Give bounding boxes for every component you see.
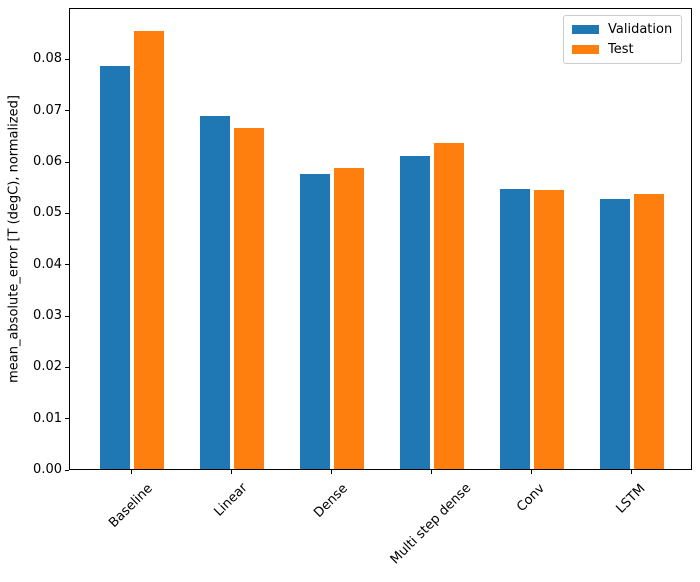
bar-validation-linear (200, 115, 230, 469)
y-tick-label: 0.04 (33, 256, 62, 272)
y-tick (65, 366, 69, 368)
x-tick (530, 470, 532, 474)
y-tick (65, 418, 69, 420)
y-tick (65, 264, 69, 266)
legend-label-validation: Validation (608, 22, 673, 37)
legend-item-test: Test (572, 42, 672, 57)
y-tick-label: 0.01 (33, 410, 62, 426)
legend-swatch-test (572, 45, 599, 54)
x-tick (430, 470, 432, 474)
bar-test-lstm (634, 194, 664, 469)
y-tick-label: 0.07 (33, 102, 62, 118)
y-tick (65, 161, 69, 163)
legend-label-test: Test (608, 42, 634, 57)
bar-validation-baseline (100, 66, 130, 469)
bar-test-conv (534, 189, 564, 469)
bar-validation-conv (500, 188, 530, 469)
x-tick-label-conv: Conv (514, 481, 548, 515)
legend-item-validation: Validation (572, 22, 672, 37)
bar-test-multi-step-dense (434, 142, 464, 469)
bar-validation-multi-step-dense (400, 156, 430, 469)
legend: Validation Test (563, 15, 683, 64)
y-axis-label: mean_absolute_error [T (degC), normalize… (6, 95, 22, 383)
x-tick (630, 470, 632, 474)
bar-validation-dense (300, 174, 330, 469)
x-tick (230, 470, 232, 474)
x-tick (130, 470, 132, 474)
y-tick-label: 0.06 (33, 154, 62, 169)
x-tick-label-lstm: LSTM (613, 481, 649, 517)
x-tick-label-multi-step-dense: Multi step dense (387, 480, 475, 568)
x-tick-label-dense: Dense (311, 480, 351, 521)
y-tick (65, 315, 69, 317)
x-tick-label-linear: Linear (211, 480, 251, 520)
bar-validation-lstm (600, 198, 630, 469)
y-tick (65, 469, 69, 471)
y-tick (65, 212, 69, 214)
bar-test-baseline (134, 31, 164, 469)
y-tick-label: 0.00 (33, 462, 62, 477)
bar-test-dense (334, 168, 364, 469)
plot-area (69, 8, 692, 470)
x-tick (330, 470, 332, 474)
y-tick-label: 0.08 (33, 51, 62, 67)
y-tick (65, 110, 69, 112)
y-tick (65, 58, 69, 60)
bar-test-linear (234, 127, 264, 469)
x-tick-label-baseline: Baseline (106, 480, 156, 531)
y-tick-label: 0.02 (33, 359, 62, 375)
legend-swatch-validation (572, 25, 599, 34)
y-tick-label: 0.03 (33, 308, 62, 323)
y-tick-label: 0.05 (33, 205, 62, 221)
